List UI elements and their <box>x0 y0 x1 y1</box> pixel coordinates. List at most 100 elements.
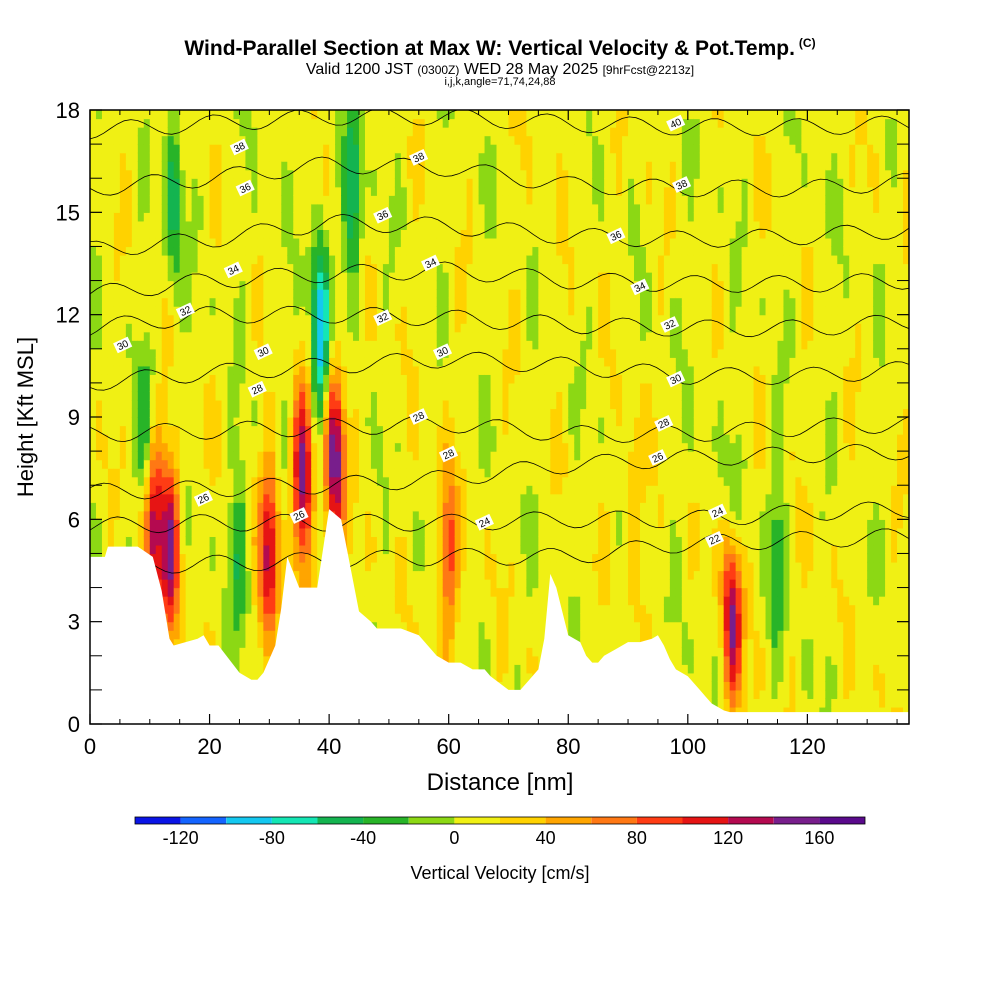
field-cell <box>131 186 139 196</box>
field-cell <box>215 280 223 290</box>
field-cell <box>370 254 378 265</box>
field-cell <box>317 527 324 537</box>
field-cell <box>436 604 444 614</box>
field-cell <box>347 195 354 205</box>
field-cell <box>317 365 324 375</box>
field-cell <box>472 638 480 648</box>
field-cell <box>382 195 390 205</box>
field-cell <box>454 195 462 205</box>
field-cell <box>347 544 354 555</box>
field-cell <box>436 621 444 631</box>
field-cell <box>353 425 360 435</box>
field-cell <box>484 630 492 640</box>
field-cell <box>125 451 133 461</box>
field-cell <box>191 135 199 145</box>
field-cell <box>167 254 175 265</box>
field-cell <box>167 579 175 589</box>
field-cell <box>424 451 432 461</box>
field-cell <box>203 613 211 623</box>
field-cell <box>317 442 324 452</box>
field-cell <box>167 434 175 444</box>
field-cell <box>472 323 480 333</box>
field-cell <box>233 220 241 230</box>
field-cell <box>209 169 217 179</box>
field-cell <box>161 237 169 248</box>
field-cell <box>424 570 432 580</box>
field-cell <box>347 127 354 137</box>
field-cell <box>173 570 181 580</box>
field-cell <box>257 596 264 606</box>
field-cell <box>233 314 241 324</box>
field-cell <box>311 306 318 316</box>
field-cell <box>430 195 438 205</box>
field-cell <box>161 544 169 555</box>
field-cell <box>359 110 366 120</box>
field-cell <box>245 579 253 589</box>
field-cell <box>430 237 438 248</box>
field-cell <box>131 263 139 273</box>
field-cell <box>484 203 492 213</box>
field-cell <box>275 212 282 222</box>
field-cell <box>137 510 145 520</box>
field-cell <box>478 493 486 503</box>
field-cell <box>418 127 426 137</box>
field-cell <box>227 229 235 239</box>
field-cell <box>299 272 306 282</box>
field-cell <box>125 365 133 375</box>
field-cell <box>209 527 217 537</box>
field-cell <box>341 118 348 128</box>
field-cell <box>364 579 372 589</box>
field-cell <box>90 306 97 316</box>
field-cell <box>251 485 258 495</box>
field-cell <box>239 621 247 631</box>
field-cell <box>472 297 480 307</box>
field-cell <box>317 169 324 179</box>
field-cell <box>197 135 205 145</box>
field-cell <box>221 613 229 623</box>
field-cell <box>347 527 354 537</box>
field-cell <box>460 638 468 648</box>
field-cell <box>442 289 450 299</box>
field-cell <box>167 399 175 410</box>
field-cell <box>311 229 318 239</box>
field-cell <box>347 323 354 333</box>
field-cell <box>227 391 235 401</box>
field-cell <box>484 357 492 367</box>
field-cell <box>263 246 270 256</box>
field-cell <box>388 570 396 580</box>
field-cell <box>484 323 492 333</box>
field-cell <box>436 323 444 333</box>
field-cell <box>472 178 480 188</box>
field-cell <box>167 144 175 154</box>
field-cell <box>113 178 121 188</box>
field-cell <box>197 391 205 401</box>
field-cell <box>418 425 426 435</box>
field-cell <box>257 638 264 648</box>
field-cell <box>269 110 276 120</box>
field-cell <box>466 246 474 256</box>
field-cell <box>406 408 414 418</box>
field-cell <box>113 186 121 196</box>
field-cell <box>257 178 264 188</box>
field-cell <box>239 655 247 665</box>
field-cell <box>442 382 450 393</box>
field-cell <box>329 118 336 128</box>
field-cell <box>227 630 235 640</box>
field-cell <box>263 621 270 631</box>
field-cell <box>173 186 181 196</box>
field-cell <box>454 127 462 137</box>
field-cell <box>113 382 121 393</box>
field-cell <box>478 169 486 179</box>
field-cell <box>311 331 318 341</box>
field-cell <box>263 289 270 299</box>
field-cell <box>448 399 456 410</box>
field-cell <box>167 297 175 307</box>
field-cell <box>359 587 366 597</box>
field-cell <box>418 144 426 154</box>
field-cell <box>185 289 193 299</box>
field-cell <box>412 272 420 282</box>
field-cell <box>215 493 223 503</box>
field-cell <box>317 127 324 137</box>
field-cell <box>394 314 402 324</box>
field-cell <box>203 127 211 137</box>
